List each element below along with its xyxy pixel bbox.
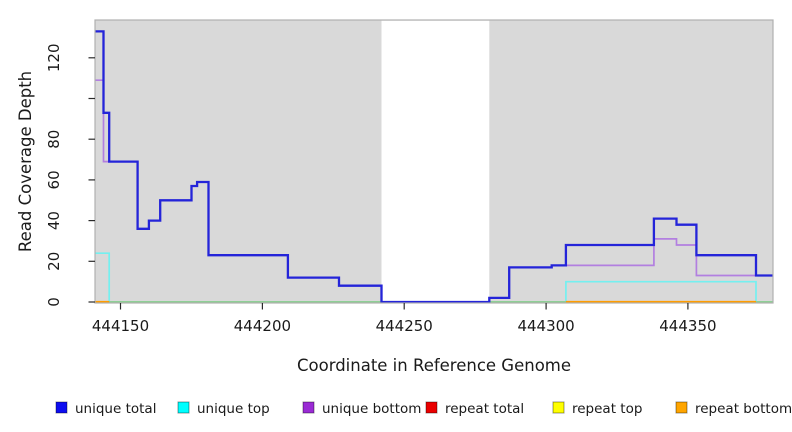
y-tick-label: 60 [45, 170, 63, 189]
legend-swatch-unique-top [177, 401, 190, 414]
legend-label-unique-bottom: unique bottom [322, 401, 421, 417]
series-line-unique-total [95, 30, 773, 304]
series-layer [95, 20, 773, 304]
legend-item-repeat-bottom: repeat bottom [675, 401, 792, 417]
legend-label-unique-total: unique total [75, 401, 156, 417]
x-tick-label: 444300 [517, 317, 574, 335]
legend-label-repeat-top: repeat top [572, 401, 642, 417]
series-line-unique-top [95, 252, 773, 303]
legend-item-unique-bottom: unique bottom [302, 401, 421, 417]
legend-swatch-repeat-bottom [675, 401, 688, 414]
legend-swatch-repeat-total [425, 401, 438, 414]
legend-label-repeat-total: repeat total [445, 401, 524, 417]
x-tick-label: 444200 [234, 317, 291, 335]
plot-border [94, 19, 774, 304]
y-tick-label: 80 [45, 130, 63, 149]
y-tick-label: 120 [45, 43, 63, 72]
plot-frame-layer [94, 19, 774, 304]
x-axis-title: Coordinate in Reference Genome [297, 356, 571, 375]
legend-label-repeat-bottom: repeat bottom [695, 401, 792, 417]
masked-no-data-region [381, 20, 490, 303]
legend-swatch-unique-total [55, 401, 68, 414]
y-tick-label: 0 [45, 297, 63, 307]
legend-item-repeat-top: repeat top [552, 401, 642, 417]
x-tick-label: 444150 [92, 317, 149, 335]
legend-swatch-unique-bottom [302, 401, 315, 414]
legend-swatch-repeat-top [552, 401, 565, 414]
y-tick-label: 20 [45, 252, 63, 271]
x-tick-label: 444250 [376, 317, 433, 335]
legend-item-repeat-total: repeat total [425, 401, 524, 417]
legend-label-unique-top: unique top [197, 401, 270, 417]
y-tick-label: 40 [45, 211, 63, 230]
legend-item-unique-top: unique top [177, 401, 270, 417]
legend: unique total unique top unique bottom repea… [55, 401, 792, 417]
y-axis-title: Read Coverage Depth [16, 71, 35, 252]
axes-layer: 444150 444200 444250 444300 444350 0 20 40 60 80 1… [45, 43, 717, 335]
legend-item-unique-total: unique total [55, 401, 156, 417]
x-tick-label: 444350 [659, 317, 716, 335]
